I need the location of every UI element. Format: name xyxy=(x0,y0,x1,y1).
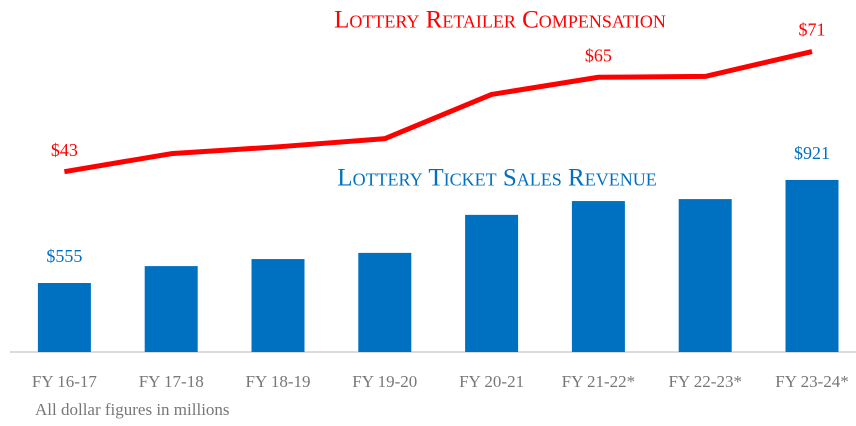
x-tick-label: FY 19-20 xyxy=(352,372,417,391)
line xyxy=(63,49,813,175)
series-name: Lottery Retailer Compensation xyxy=(334,7,666,34)
x-tick-label: FY 17-18 xyxy=(139,372,204,391)
bar-value-label: $921 xyxy=(794,143,830,163)
footnote: All dollar figures in millions xyxy=(35,400,230,419)
line-value-label: $65 xyxy=(585,45,612,65)
x-tick-label: FY 16-17 xyxy=(32,372,98,391)
bar xyxy=(785,179,839,352)
x-tick-label: FY 20-21 xyxy=(459,372,524,391)
bar xyxy=(37,283,91,352)
bar xyxy=(144,266,198,352)
bar xyxy=(678,199,732,352)
line-value-label: $43 xyxy=(51,140,78,160)
bar xyxy=(251,259,305,352)
bar xyxy=(465,214,519,352)
line-value-label: $71 xyxy=(799,20,826,40)
x-tick-label: FY 21-22* xyxy=(562,372,636,391)
x-tick-label: FY 22-23* xyxy=(668,372,742,391)
bar-value-label: $555 xyxy=(46,246,82,266)
series-name: Lottery Ticket Sales Revenue xyxy=(337,165,656,192)
bar xyxy=(358,252,412,352)
x-tick-label: FY 18-19 xyxy=(245,372,310,391)
bar xyxy=(571,201,625,352)
x-tick-label: FY 23-24* xyxy=(775,372,849,391)
